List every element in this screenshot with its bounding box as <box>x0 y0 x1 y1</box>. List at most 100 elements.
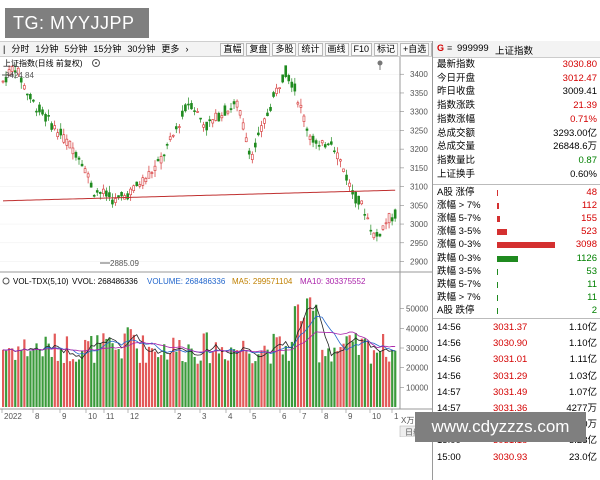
volume-settings-icon[interactable] <box>2 277 10 285</box>
volume-bar <box>315 304 318 407</box>
breadth-label: 涨幅 3-5% <box>437 226 481 238</box>
volume-bar <box>190 348 193 407</box>
candle-body <box>102 188 105 194</box>
volume-bar <box>312 310 315 407</box>
candle-body <box>19 77 23 83</box>
candle-body <box>80 163 84 167</box>
candle-body <box>217 112 221 122</box>
candle-body <box>159 156 163 164</box>
tool-add-watchlist-button[interactable]: +自选 <box>400 42 430 56</box>
tick-time: 14:57 <box>437 403 461 414</box>
kline-title: 上证指数(日线 前复权) <box>3 58 83 68</box>
more-dropdown-icon[interactable]: › <box>185 44 189 54</box>
volume-bar <box>333 347 336 407</box>
tool-zhifu-button[interactable]: 直幅 <box>220 42 245 56</box>
quote-row: 昨日收盘 3009.41 <box>435 86 599 98</box>
tool-mark-button[interactable]: 标记 <box>374 42 399 56</box>
volume-bar <box>187 344 190 407</box>
volume-bar <box>150 348 154 407</box>
candle-body <box>308 135 312 140</box>
breadth-row: 跌幅 > 7% 11 <box>435 292 599 304</box>
date-tick-label: 10 <box>88 412 97 421</box>
candle-body <box>138 184 142 187</box>
candle-body <box>135 181 139 186</box>
volume-bar <box>11 348 14 407</box>
tick-row: 14:56 3031.01 1.11亿 <box>435 353 599 366</box>
kline-chart[interactable]: 上证指数(日线 前复权) 3424.84 2885.09 34003350330… <box>0 57 432 437</box>
breadth-label: 涨幅 > 7% <box>437 200 481 212</box>
period-tab-15min[interactable]: 15分钟 <box>93 44 122 54</box>
candle-body <box>26 93 29 96</box>
tool-multi-stock-button[interactable]: 多股 <box>272 42 297 56</box>
period-tab-timeshare[interactable]: 分时 <box>11 44 30 54</box>
candle-body <box>235 100 239 108</box>
tool-f10-button[interactable]: F10 <box>350 42 373 56</box>
volume-tick-label: 10000 <box>406 383 429 392</box>
volume-bar <box>385 356 388 407</box>
candle-body <box>223 105 227 116</box>
candle-body <box>387 213 391 224</box>
volume-bar <box>114 349 117 407</box>
candle-body <box>4 76 8 83</box>
period-tab-1min[interactable]: 1分钟 <box>35 44 59 54</box>
kline-settings-icon[interactable] <box>92 59 100 67</box>
volume-bar <box>378 351 382 407</box>
volume-bar <box>47 343 50 407</box>
volume-bar <box>248 353 251 407</box>
period-tab-5min[interactable]: 5分钟 <box>64 44 88 54</box>
volume-bar <box>369 363 373 407</box>
volume-bar <box>181 361 184 407</box>
candle-body <box>74 152 78 158</box>
candle-body <box>263 118 266 124</box>
quote-label: 昨日收盘 <box>437 86 476 98</box>
candle-body <box>44 114 47 122</box>
tick-volume: 23.0亿 <box>569 451 597 463</box>
volume-bar <box>257 354 260 407</box>
tick-price: 3031.01 <box>493 354 528 366</box>
volume-indicator-name: VOL-TDX(5,10) <box>13 277 69 286</box>
candle-body <box>357 195 360 205</box>
tool-draw-button[interactable]: 画线 <box>324 42 349 56</box>
volume-bar <box>330 361 333 407</box>
volume-bar <box>172 337 175 407</box>
menu-icon[interactable]: ≡ <box>447 43 453 53</box>
candle-body <box>171 134 175 137</box>
volume-bar <box>220 347 224 407</box>
period-low-label: 2885.09 <box>110 259 139 268</box>
volume-bar <box>90 336 93 407</box>
tick-price: 3031.29 <box>493 370 528 382</box>
volume-bar <box>147 346 151 407</box>
long-moving-average-line <box>2 189 396 202</box>
candle-body <box>153 165 157 171</box>
period-tab-30min[interactable]: 30分钟 <box>127 44 156 54</box>
tool-stats-button[interactable]: 统计 <box>298 42 323 56</box>
volume-bar <box>266 349 269 407</box>
volume-bar <box>141 335 145 407</box>
quote-row: 总成交量 26848.6万 <box>435 141 599 153</box>
volume-bar <box>275 337 278 407</box>
quote-label: 指数涨跌 <box>437 100 476 112</box>
pin-icon[interactable] <box>377 60 383 71</box>
volume-bar <box>242 340 245 407</box>
date-tick-label: 6 <box>282 412 287 421</box>
volume-bar <box>166 359 169 407</box>
quote-value: 3012.47 <box>562 72 597 84</box>
tick-row: 14:56 3031.29 1.03亿 <box>435 370 599 383</box>
volume-ma10: MA10: 303375552 <box>300 277 366 286</box>
volume-bar <box>35 343 38 407</box>
breadth-row: 涨幅 > 7% 112 <box>435 200 599 212</box>
prev-arrow-icon[interactable]: | <box>3 44 6 54</box>
breadth-value: 11 <box>587 291 597 303</box>
volume-bar <box>123 333 126 407</box>
candle-body <box>105 190 108 197</box>
candle-body <box>241 122 245 130</box>
breadth-bar <box>497 268 498 275</box>
period-daily-tab[interactable]: 日线 <box>405 427 421 437</box>
volume-bar <box>193 356 196 407</box>
candle-body <box>302 115 306 122</box>
period-tab-more[interactable]: 更多 <box>161 44 180 54</box>
volume-bar <box>87 341 90 407</box>
tool-replay-button[interactable]: 复盘 <box>246 42 271 56</box>
candle-body <box>244 137 248 143</box>
candle-body <box>342 168 345 172</box>
